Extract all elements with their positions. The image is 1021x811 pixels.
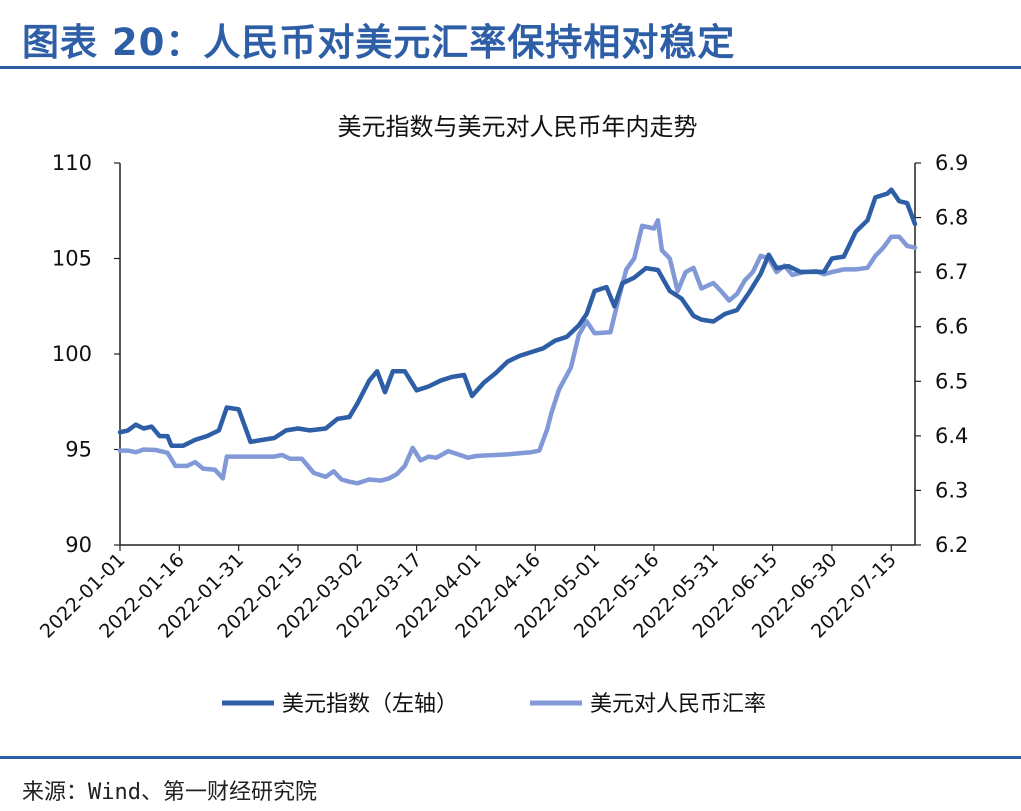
y-left-tick-label: 90 <box>65 533 92 557</box>
top-divider <box>0 66 1021 69</box>
y-left-tick-label: 95 <box>65 438 92 462</box>
bottom-divider <box>0 756 1021 759</box>
series-line-usdcny <box>117 218 918 486</box>
legend-label: 美元对人民币汇率 <box>590 692 766 717</box>
source-note: 来源：Wind、第一财经研究院 <box>22 780 317 805</box>
y-right-tick-label: 6.9 <box>935 151 968 175</box>
y-left-tick-label: 105 <box>52 247 92 271</box>
y-right-tick-label: 6.6 <box>935 315 968 339</box>
y-right-tick-label: 6.2 <box>935 533 968 557</box>
series-line-dxy <box>117 187 918 448</box>
y-right-tick-label: 6.3 <box>935 478 968 502</box>
y-left-tick-label: 110 <box>52 151 92 175</box>
legend-label: 美元指数（左轴） <box>282 692 458 717</box>
y-right-tick-label: 6.5 <box>935 369 968 393</box>
figure-title: 图表 20：人民币对美元汇率保持相对稳定 <box>22 21 736 64</box>
line-chart: 美元指数与美元对人民币年内走势 90 95 100 105 110 6.2 6.3 6.4 6.5… <box>36 113 969 717</box>
y-right-tick-label: 6.4 <box>935 424 968 448</box>
chart-title: 美元指数与美元对人民币年内走势 <box>338 113 698 141</box>
y-right-tick-label: 6.8 <box>935 206 968 230</box>
y-left-tick-label: 100 <box>52 342 92 366</box>
y-right-tick-label: 6.7 <box>935 260 968 284</box>
